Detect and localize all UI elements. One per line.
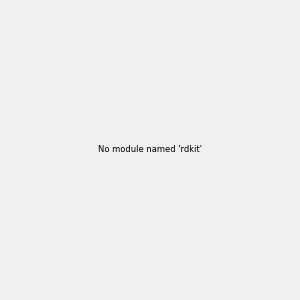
Text: No module named 'rdkit': No module named 'rdkit' [98,146,202,154]
